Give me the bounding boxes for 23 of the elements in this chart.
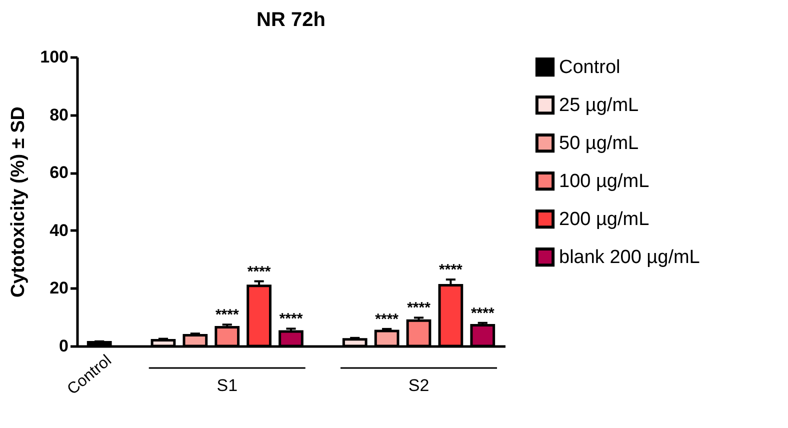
data-label: **** (375, 310, 399, 328)
legend-label: blank 200 µg/mL (559, 247, 700, 268)
y-tick-label: 40 (50, 220, 68, 240)
data-label: **** (439, 262, 463, 279)
x-tick-label: S1 (216, 376, 238, 395)
y-tick-label: 60 (50, 163, 68, 182)
legend-label: 25 µg/mL (559, 95, 639, 116)
legend-label: 50 µg/mL (559, 133, 639, 154)
legend-label: 100 µg/mL (559, 171, 650, 192)
data-label: **** (407, 300, 431, 317)
legend-label: 200 µg/mL (559, 209, 650, 230)
y-tick-label: 20 (50, 278, 68, 298)
chart-title: NR 72h (256, 9, 326, 31)
data-label: **** (215, 306, 239, 324)
y-tick-label: 0 (59, 336, 68, 356)
legend-label: Control (559, 57, 620, 78)
data-label: **** (279, 310, 303, 328)
x-tick-label: S2 (408, 376, 430, 395)
y-tick-label: 100 (40, 48, 68, 66)
data-label: **** (470, 304, 494, 322)
data-label: **** (247, 263, 271, 280)
y-axis-title: Cytotoxicity (%) ± SD (8, 106, 30, 298)
y-tick-label: 80 (50, 105, 68, 124)
